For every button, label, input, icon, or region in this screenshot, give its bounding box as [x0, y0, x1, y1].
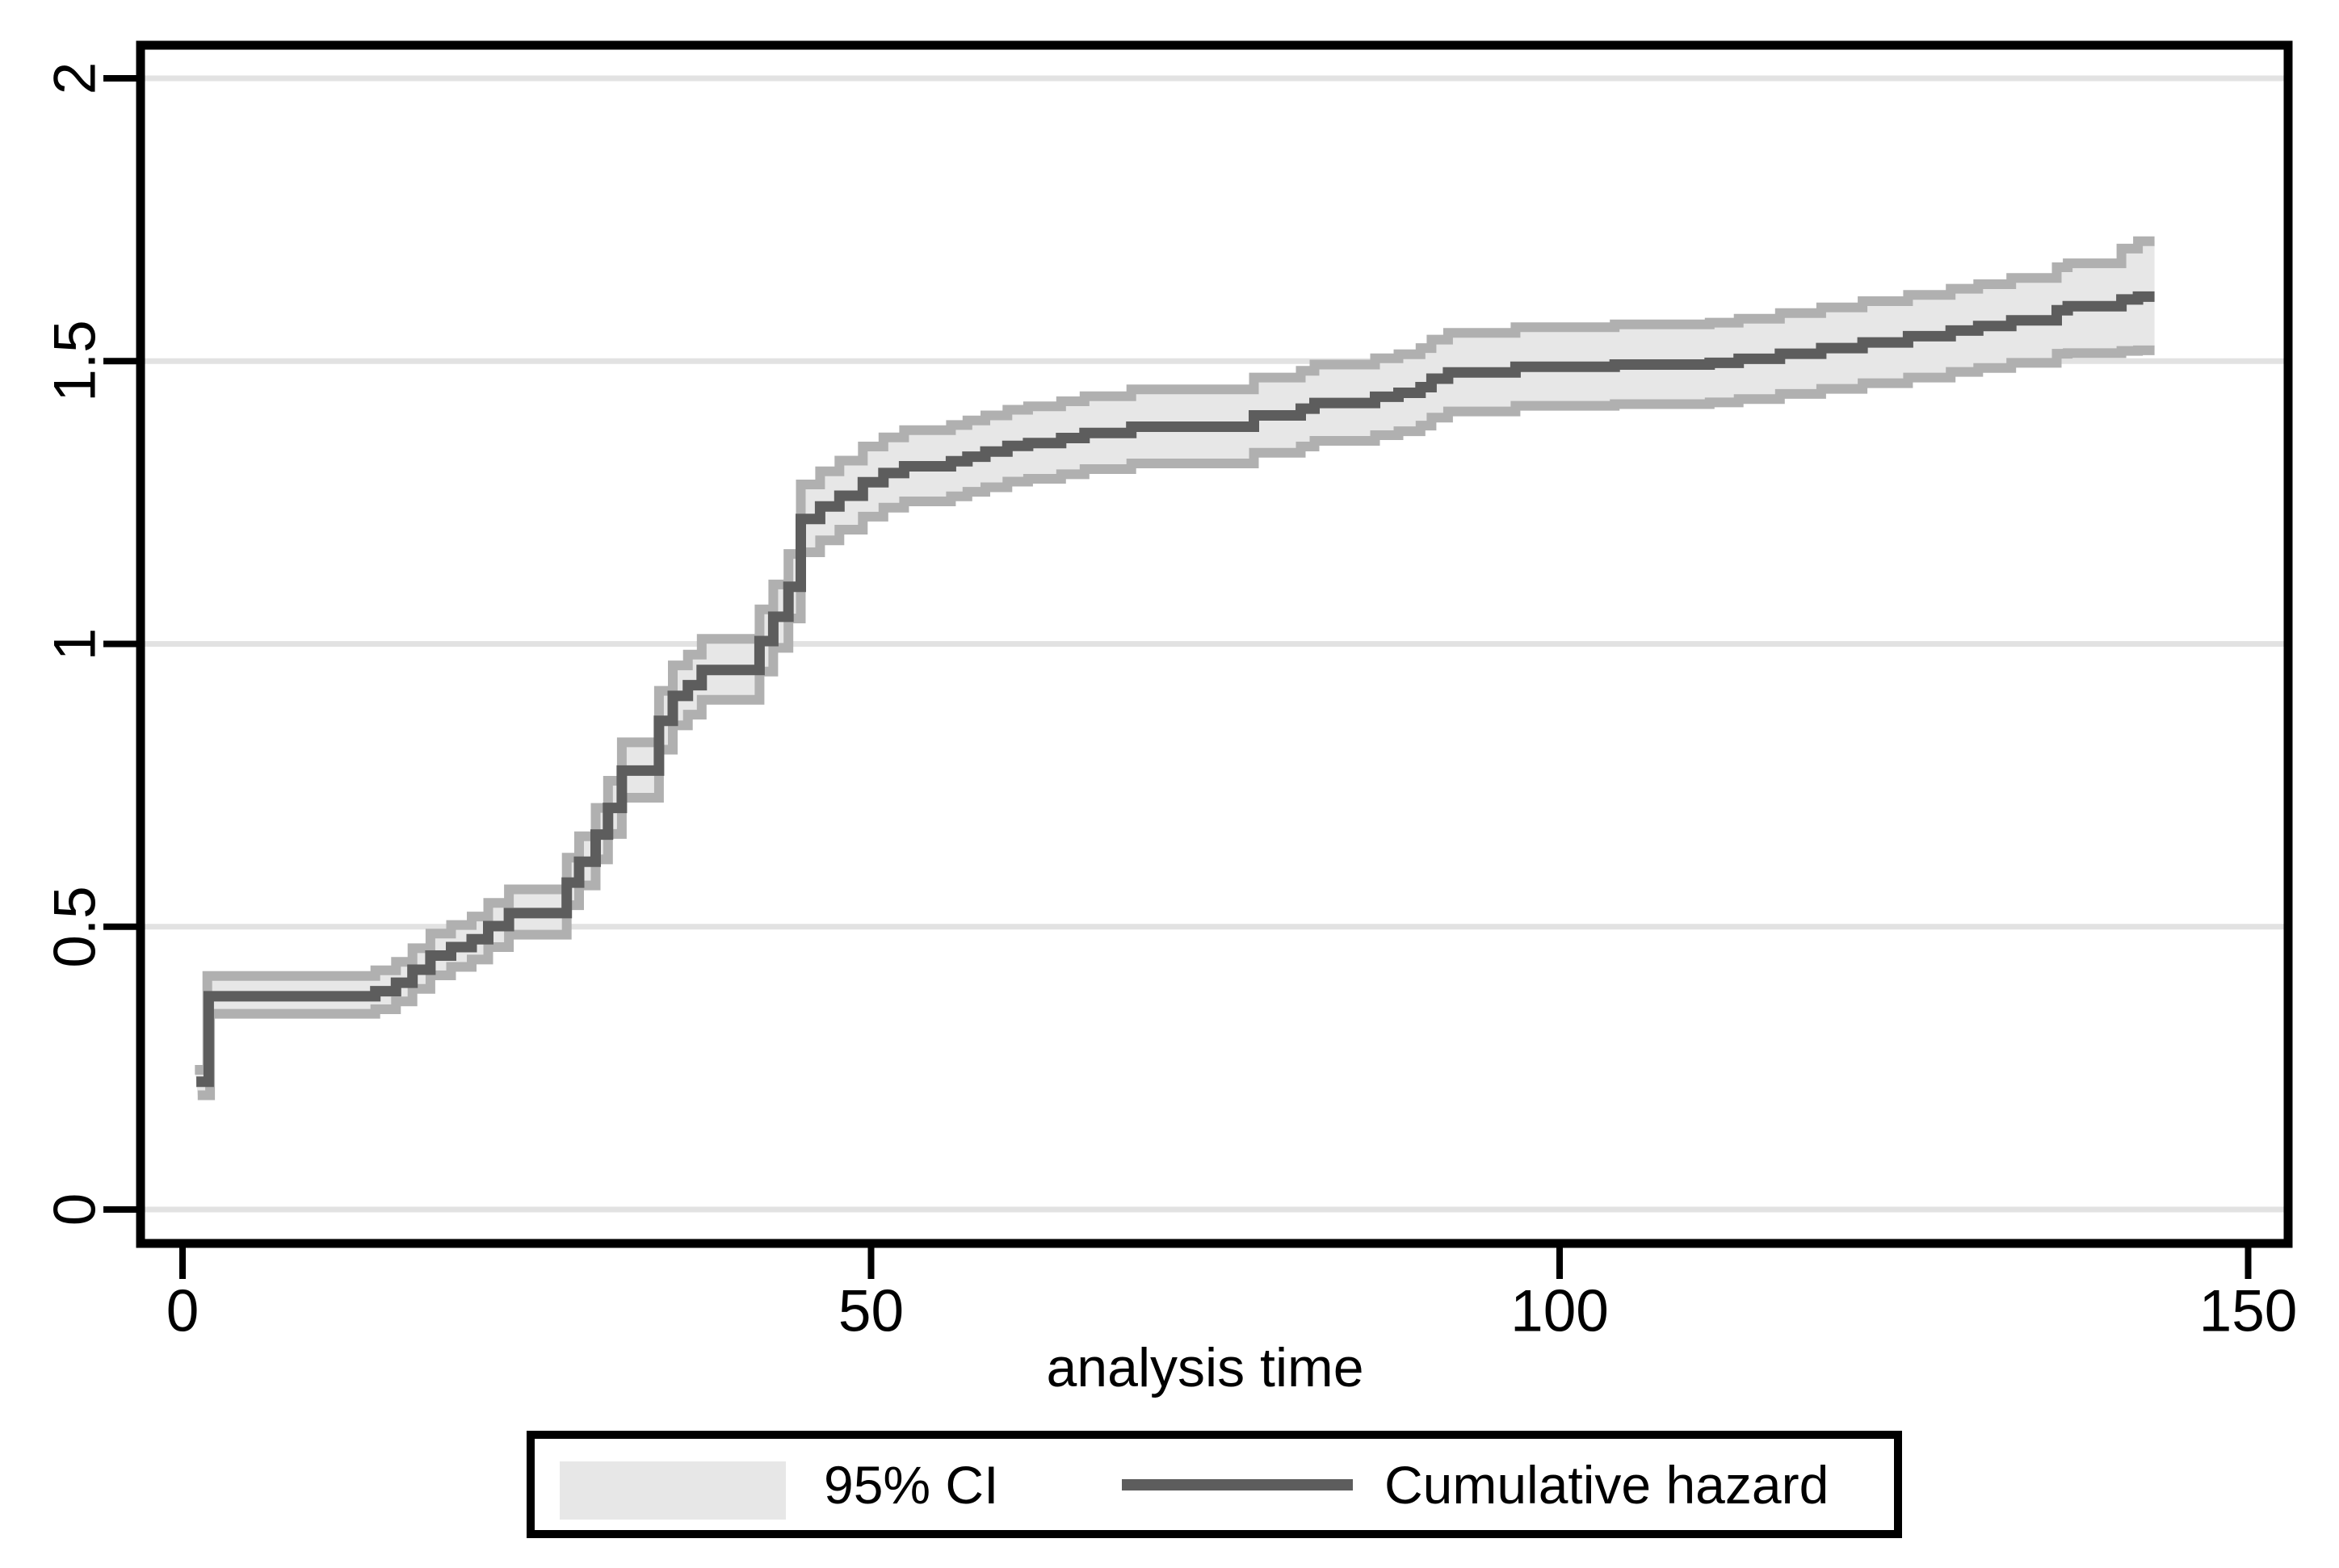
x-tick-label-0: 0 — [166, 1278, 199, 1344]
x-tick-label-150: 150 — [2198, 1278, 2298, 1344]
x-tick-label-50: 50 — [838, 1278, 905, 1344]
x-axis-title: analysis time — [1046, 1337, 1364, 1398]
ci-upper-edge — [195, 236, 2155, 1075]
y-tick-label-1: 1 — [42, 627, 108, 660]
cumulative-hazard-line — [196, 291, 2155, 1088]
y-tick-label-0.5: 0.5 — [42, 886, 108, 968]
ci-lower-edge — [197, 345, 2155, 1101]
y-tick-label-0: 0 — [42, 1193, 108, 1226]
legend-ci-band-swatch — [560, 1461, 786, 1520]
legend-ci-label: 95% CI — [824, 1454, 999, 1515]
y-tick-label-1.5: 1.5 — [42, 320, 108, 402]
y-tick-label-2: 2 — [42, 61, 108, 95]
legend: 95% CI Cumulative hazard — [527, 1431, 1902, 1538]
ci-band — [195, 241, 2155, 1096]
x-tick-label-100: 100 — [1510, 1278, 1609, 1344]
legend-hazard-label: Cumulative hazard — [1384, 1454, 1829, 1515]
legend-hazard-line-swatch — [1122, 1479, 1353, 1490]
